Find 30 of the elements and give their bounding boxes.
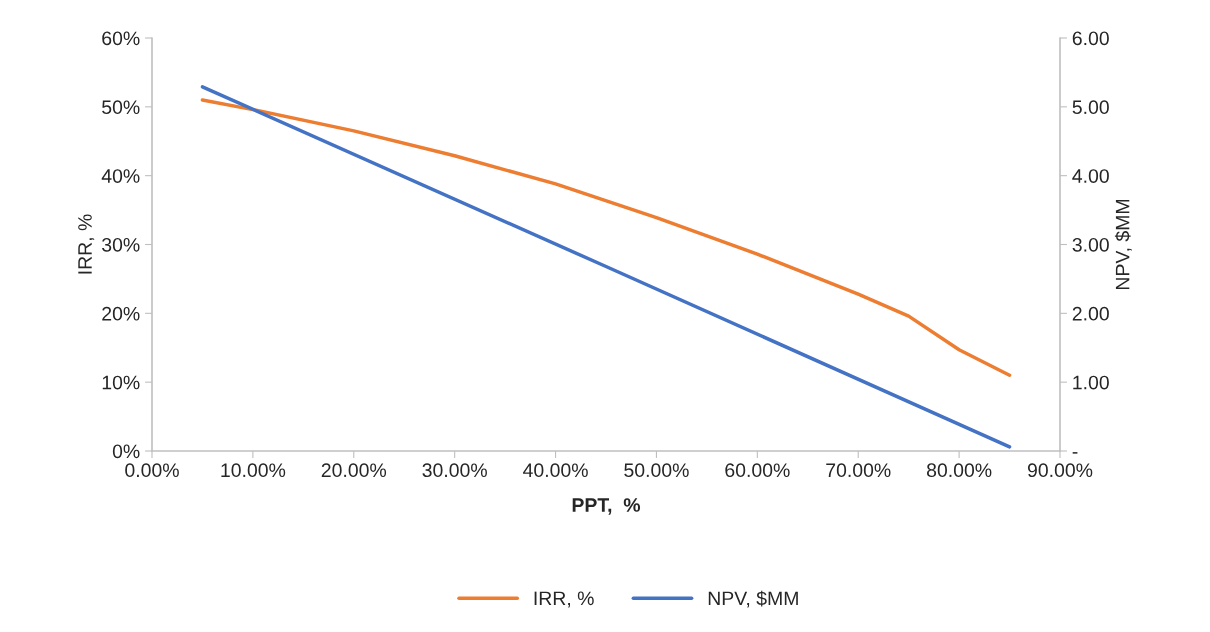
y2-tick-label: 5.00 xyxy=(1072,100,1109,115)
y-tick-label: 0% xyxy=(112,444,140,459)
y-tick-label: 20% xyxy=(102,306,140,321)
legend-label: NPV, $MM xyxy=(708,590,798,608)
x-axis-title: PPT, % xyxy=(572,498,641,515)
y-tick-label: 60% xyxy=(102,31,140,46)
y2-tick-label: 1.00 xyxy=(1073,375,1109,390)
x-tick-label: 90.00% xyxy=(1027,463,1093,478)
y-tick-label: 30% xyxy=(102,237,140,252)
y2-axis-title: NPV, $MM xyxy=(1114,199,1132,290)
x-tick-label: 30.00% xyxy=(422,463,487,478)
y2-tick-label: 6.00 xyxy=(1072,31,1109,46)
x-tick-label: 10.00% xyxy=(221,463,286,478)
y-tick-label: 50% xyxy=(102,100,140,115)
y2-tick-label: - xyxy=(1072,452,1078,454)
x-tick-label: 50.00% xyxy=(624,463,689,478)
x-tick-label: 40.00% xyxy=(523,463,588,478)
y2-tick-label: 4.00 xyxy=(1072,169,1109,183)
y-tick-label: 40% xyxy=(101,169,140,183)
x-tick-label: 70.00% xyxy=(826,463,891,478)
y2-tick-label: 3.00 xyxy=(1072,237,1109,252)
x-tick-label: 0.00% xyxy=(125,463,179,478)
x-tick-label: 60.00% xyxy=(725,463,790,478)
y-tick-label: 10% xyxy=(102,375,140,390)
x-tick-label: 20.00% xyxy=(321,463,387,478)
y2-tick-label: 2.00 xyxy=(1072,306,1109,321)
y-axis-title: IRR, % xyxy=(78,214,95,274)
legend-label: IRR, % xyxy=(534,591,594,608)
x-tick-label: 80.00% xyxy=(926,463,992,478)
line-series xyxy=(200,98,1012,378)
